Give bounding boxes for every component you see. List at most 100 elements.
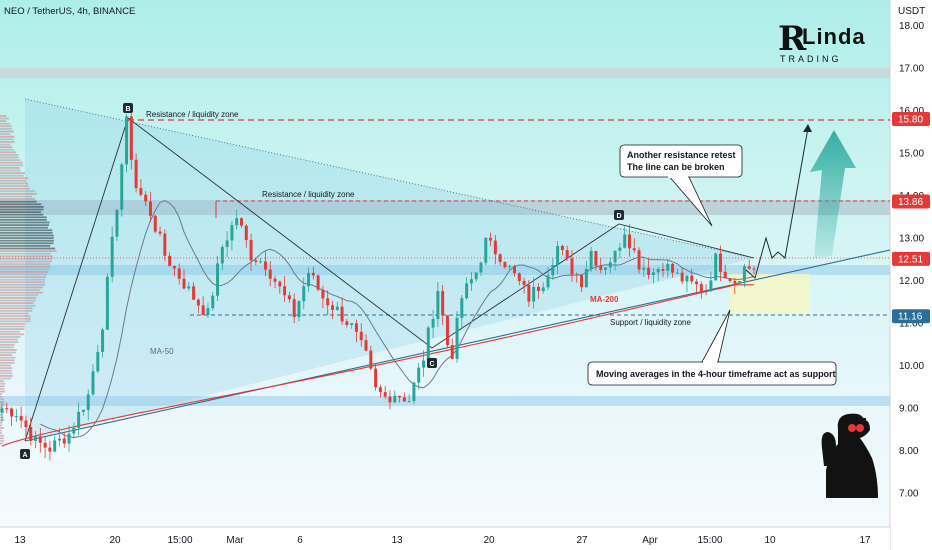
candle-body [608,262,612,268]
candle-body [81,409,85,412]
candle-body [426,327,430,361]
volume-bar [0,284,46,286]
callout-moving-averages: Moving averages in the 4-hour timeframe … [587,309,837,386]
candle-body [393,395,397,403]
volume-bar [0,289,41,291]
y-tick-label: 16.00 [899,106,924,117]
volume-bar [0,148,15,151]
candle-body [254,260,258,262]
candle-body [307,272,311,287]
candle-body [671,263,675,273]
volume-bar [0,117,10,120]
mascot-image [821,413,878,498]
volume-bar [0,169,21,172]
point-a: A [20,449,30,459]
volume-bar [0,263,50,265]
price-axis [890,0,932,550]
y-tick-label: 10.00 [899,361,924,372]
point-c: C [427,358,437,368]
volume-bar [0,190,36,193]
y-tick-label: 11.00 [899,319,924,330]
svg-text:D: D [616,213,621,220]
candle-body [316,275,320,290]
volume-bar [0,343,15,346]
x-tick-label: 10 [764,535,776,546]
candle-body [709,280,713,292]
candle-body [580,274,584,288]
candle-body [383,392,387,397]
ma-200-line [1,284,754,447]
candle-body [273,278,277,282]
candle-body [134,159,138,189]
volume-bar [0,424,3,427]
volume-bar [0,265,51,268]
candle-body [450,345,454,359]
ma-50-label: MA-50 [150,347,174,356]
candle-body [560,245,564,251]
candle-body [240,218,243,226]
volume-bar [0,120,7,122]
candle-body [680,272,684,282]
candle-body [632,248,636,251]
candle-body [546,275,550,288]
volume-bar [0,354,13,356]
candle-body [57,438,61,441]
volume-bar [0,377,12,380]
projection-arrow-head [803,124,812,132]
point-d: D [614,210,624,220]
candle-body [479,262,483,273]
candle-body [493,240,497,255]
candle-body [570,258,574,275]
candle-body [556,245,560,265]
volume-bar [0,390,6,393]
volume-bar [0,346,15,349]
svg-text:13.86: 13.86 [898,197,923,208]
candle-body [594,250,598,266]
candle-body [249,239,253,261]
volume-bar [0,182,28,185]
candle-body [148,201,152,216]
candle-body [29,427,33,441]
candle-body [120,164,124,210]
candle-body [541,287,545,292]
volume-bar [0,122,11,125]
candle-body [733,280,737,284]
candle-body [196,299,200,306]
candle-body [292,299,296,318]
candle-body [431,318,435,328]
volume-bar [0,164,24,167]
volume-profile [0,115,57,445]
time-axis [0,527,890,550]
candle-body [201,305,205,316]
volume-bar [0,221,50,224]
volume-bar [0,307,33,310]
volume-bar [0,141,15,143]
y-tick-label: 7.00 [899,489,919,500]
candle-body [704,291,708,293]
candle-body [177,268,181,279]
zone-9 [0,396,890,406]
volume-bar [0,333,25,336]
candle-body [378,387,382,393]
candle-body [77,411,81,428]
volume-bar [0,299,36,302]
candle-body [115,209,119,237]
volume-bar [0,174,24,177]
candle-body [172,266,176,269]
candle-body [666,263,670,271]
volume-bar [0,219,47,221]
volume-bar [0,297,37,299]
volume-bar [0,403,5,406]
volume-bar [0,294,39,297]
volume-bar [0,260,52,263]
candle-body [144,194,148,202]
svg-text:A: A [22,452,27,459]
candle-body [412,382,416,402]
x-tick-label: 17 [859,535,871,546]
volume-bar [0,393,3,395]
price-tag: 15.80 [892,112,930,126]
volume-bar [0,382,6,385]
volume-bar [0,302,34,304]
x-tick-label: 6 [297,535,303,546]
